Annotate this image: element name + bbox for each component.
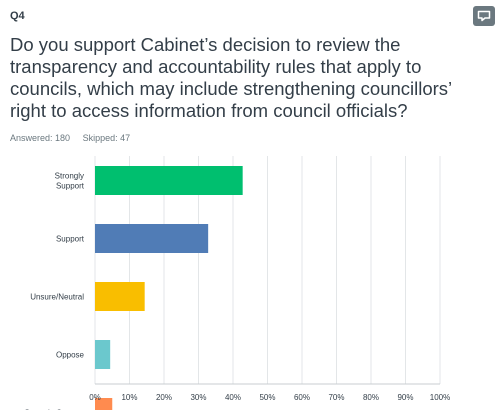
- x-tick-label: 90%: [397, 393, 413, 402]
- x-tick-label: 50%: [259, 393, 275, 402]
- category-label: Strongly: [55, 172, 84, 181]
- category-label: Support: [56, 235, 85, 244]
- bar-2: [95, 282, 145, 311]
- bar-3: [95, 340, 111, 369]
- question-text: Do you support Cabinet’s decision to rev…: [10, 34, 452, 121]
- bar-4: [95, 398, 113, 410]
- comment-icon: [477, 10, 491, 22]
- x-tick-label: 10%: [121, 393, 137, 402]
- category-label: Strongly Oppose: [24, 409, 84, 411]
- answered-count: Answered: 180: [10, 133, 71, 143]
- x-tick-label: 20%: [156, 393, 172, 402]
- x-tick-label: 80%: [363, 393, 379, 402]
- bar-0: [95, 166, 243, 195]
- x-tick-label: 40%: [225, 393, 241, 402]
- skipped-count: Skipped: 47: [82, 133, 131, 143]
- bar-chart: StronglySupportSupportUnsure/NeutralOppo…: [24, 156, 450, 411]
- category-label: Support: [56, 182, 85, 191]
- x-tick-label: 30%: [190, 393, 206, 402]
- bar-1: [95, 224, 209, 253]
- response-summary: Answered: 180 Skipped: 47: [10, 133, 130, 143]
- category-label: Oppose: [56, 351, 85, 360]
- question-number: Q4: [10, 10, 25, 22]
- comment-button[interactable]: [473, 6, 495, 26]
- x-tick-label: 0%: [89, 393, 101, 402]
- category-label: Unsure/Neutral: [30, 293, 84, 302]
- x-tick-label: 60%: [294, 393, 310, 402]
- x-tick-label: 100%: [430, 393, 450, 402]
- x-tick-label: 70%: [328, 393, 344, 402]
